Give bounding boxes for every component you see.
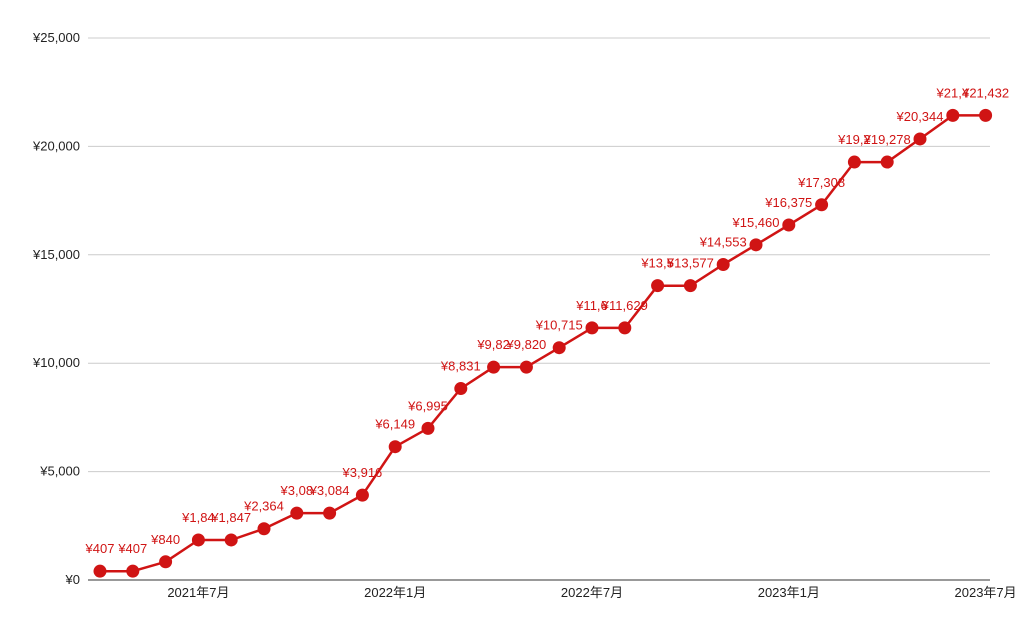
data-point	[913, 132, 927, 146]
data-label: ¥3,916	[342, 465, 383, 480]
data-label: ¥16,375	[764, 195, 812, 210]
data-point	[519, 360, 533, 374]
data-label: ¥13,577	[666, 256, 714, 271]
data-label: ¥407	[85, 541, 115, 556]
data-point	[290, 506, 304, 520]
y-tick-label: ¥25,000	[32, 30, 80, 45]
data-point	[979, 108, 993, 122]
x-tick-label: 2022年7月	[561, 585, 623, 600]
y-tick-label: ¥20,000	[32, 138, 80, 153]
data-points	[93, 108, 993, 578]
data-label: ¥19,2	[837, 132, 871, 147]
data-label: ¥21,4	[936, 85, 970, 100]
series-line	[100, 114, 986, 573]
data-label: ¥1,84	[181, 510, 215, 525]
data-point	[683, 279, 697, 293]
data-point	[355, 488, 369, 502]
data-label: ¥8,831	[440, 359, 481, 374]
data-point	[421, 421, 435, 435]
data-label: ¥6,149	[374, 417, 415, 432]
data-label: ¥10,715	[535, 318, 583, 333]
data-label: ¥11,629	[601, 298, 648, 313]
data-label: ¥15,460	[732, 215, 780, 230]
data-label: ¥2,364	[243, 499, 284, 514]
data-point	[618, 321, 632, 335]
data-label: ¥840	[150, 532, 180, 547]
data-label: ¥9,82	[476, 337, 510, 352]
data-point	[880, 155, 894, 169]
series-polyline	[100, 114, 986, 573]
data-label: ¥20,344	[896, 109, 944, 124]
x-tick-label: 2023年7月	[955, 585, 1017, 600]
data-label: ¥13,5	[640, 256, 674, 271]
data-label: ¥14,553	[699, 234, 747, 249]
data-label: ¥6,995	[407, 398, 448, 413]
y-tick-label: ¥5,000	[39, 464, 80, 479]
x-tick-label: 2021年7月	[167, 585, 229, 600]
data-label: ¥19,278	[863, 132, 911, 147]
data-point	[847, 155, 861, 169]
data-label: ¥407	[117, 541, 147, 556]
data-point	[782, 218, 796, 232]
gridlines	[88, 37, 990, 581]
data-point	[651, 279, 665, 293]
data-point	[388, 440, 402, 454]
y-tick-label: ¥15,000	[32, 247, 80, 262]
y-tick-label: ¥10,000	[32, 355, 80, 370]
data-point	[159, 555, 173, 569]
y-tick-label: ¥0	[65, 572, 80, 587]
data-label: ¥1,847	[210, 510, 251, 525]
data-label: ¥3,08	[280, 483, 314, 498]
data-label: ¥17,308	[797, 175, 845, 190]
data-point	[552, 341, 566, 355]
data-label: ¥21,432	[961, 85, 1009, 100]
data-point	[93, 564, 107, 578]
data-point	[191, 533, 205, 547]
data-label: ¥9,820	[506, 337, 547, 352]
data-point	[749, 238, 763, 252]
data-point	[815, 198, 829, 212]
x-tick-label: 2022年1月	[364, 585, 426, 600]
x-tick-label: 2023年1月	[758, 585, 820, 600]
data-point	[224, 533, 238, 547]
x-axis-tick-labels: 2021年7月 2022年1月 2022年7月 2023年1月 2023年7月	[167, 585, 1016, 600]
data-point	[454, 382, 468, 396]
data-point	[585, 321, 599, 335]
data-label: ¥11,6	[575, 298, 608, 313]
data-labels: ¥407 ¥407¥840¥1,84¥1,847¥2,364¥3,08¥3,084…	[85, 85, 1010, 556]
data-point	[257, 522, 271, 536]
y-axis-tick-labels: ¥0 ¥5,000 ¥10,000 ¥15,000 ¥20,000 ¥25,000	[32, 30, 80, 587]
data-point	[487, 360, 501, 374]
data-point	[716, 257, 730, 271]
data-point	[126, 564, 140, 578]
data-label: ¥3,084	[309, 483, 350, 498]
data-point	[946, 108, 960, 122]
data-point	[323, 506, 337, 520]
